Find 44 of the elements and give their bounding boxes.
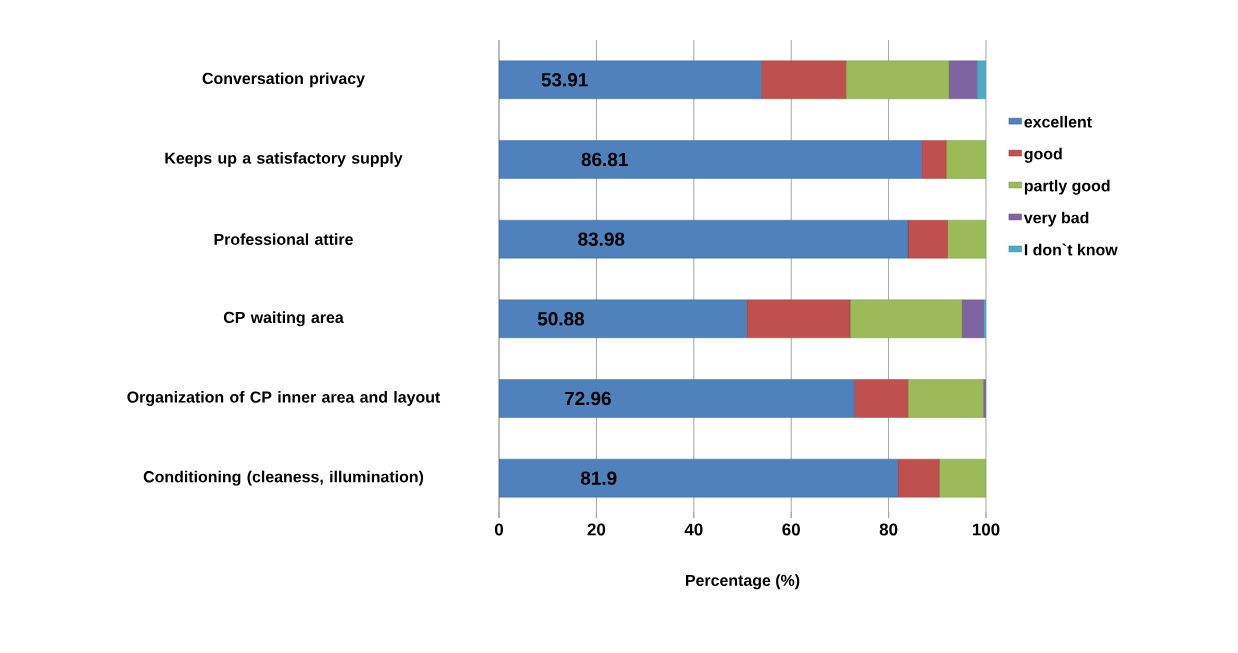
data-label: 53.91: [541, 73, 588, 87]
bar: [907, 219, 948, 259]
bar: [499, 219, 909, 259]
y-tick-label: Keeps up a satisfactory supply: [165, 152, 403, 167]
y-tick-label: Organization of CP inner area and layout: [127, 391, 441, 406]
bar: [961, 299, 984, 339]
bar: [849, 299, 963, 339]
bar: [921, 140, 947, 179]
bar: [499, 140, 922, 179]
x-tick-label: 20: [587, 523, 606, 536]
x-tick-label: 60: [782, 523, 800, 536]
y-tick-label: Professional attire: [214, 233, 353, 246]
x-tick-label: 40: [684, 523, 703, 536]
data-label: 83.98: [578, 232, 625, 246]
legend-label: I don`t know: [1024, 243, 1118, 256]
bar: [499, 60, 762, 100]
bar: [499, 379, 855, 418]
bar: [854, 379, 909, 418]
y-tick-label: Conditioning (cleaness, illumination): [143, 470, 424, 486]
bar: [948, 60, 977, 100]
bar: [945, 140, 987, 179]
bar: [939, 458, 987, 498]
legend-label: partly good: [1024, 179, 1110, 195]
x-axis-title: Percentage (%): [685, 574, 800, 590]
bar: [897, 458, 940, 498]
bar: [499, 299, 747, 339]
y-tick-label: Conversation privacy: [202, 72, 365, 88]
y-tick-label: CP waiting area: [223, 311, 344, 327]
legend-label: excellent: [1024, 115, 1092, 128]
bar: [907, 379, 984, 418]
bar: [746, 299, 851, 339]
bar: [947, 219, 987, 259]
x-tick-label: 0: [494, 523, 504, 536]
data-label: 72.96: [564, 391, 611, 406]
x-tick-label: 100: [972, 523, 1000, 536]
legend-label: very bad: [1023, 211, 1089, 227]
data-label: 86.81: [581, 152, 628, 167]
data-label: 81.9: [580, 471, 617, 485]
legend-label: good: [1024, 147, 1062, 163]
bar: [845, 60, 950, 100]
data-label: 50.88: [537, 312, 585, 326]
bar: [761, 60, 846, 100]
x-tick-label: 80: [879, 523, 898, 536]
bar: [499, 458, 899, 498]
